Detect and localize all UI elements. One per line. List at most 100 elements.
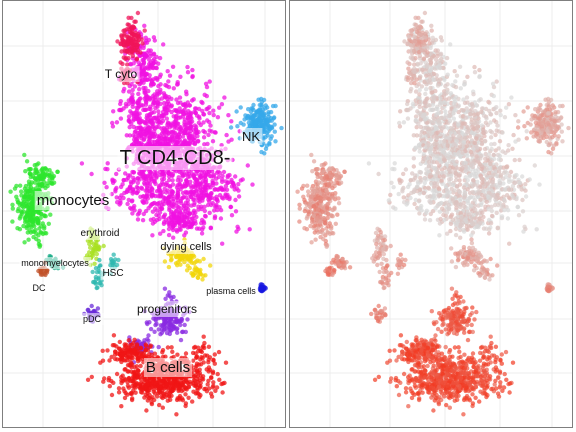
cell-point-t-dn <box>420 113 425 119</box>
cell-point-monocytes <box>28 167 33 172</box>
cell-point-t-cyto <box>115 39 120 44</box>
cell-point-t-dn <box>154 124 159 130</box>
cell-point-t-dn <box>178 227 183 232</box>
cell-point-t-cyto <box>128 29 133 35</box>
cell-point-t-dn <box>155 139 160 144</box>
cell-point-t-dn <box>445 72 450 77</box>
cell-point-t-dn <box>131 187 136 193</box>
cell-point-t-dn <box>145 181 151 186</box>
cell-point-t-dn <box>504 105 509 110</box>
cell-point-nk <box>246 107 251 112</box>
cell-point-t-dn <box>175 121 180 126</box>
cell-point-t-dn <box>227 172 232 178</box>
cell-point-t-dn <box>139 126 144 131</box>
cell-point-monocytes <box>40 166 45 171</box>
cell-point-t-dn <box>217 193 223 198</box>
cell-point-t-dn <box>435 130 440 135</box>
cell-point-b-cells <box>126 376 132 381</box>
cell-point-nk <box>269 134 274 139</box>
cell-point-t-cyto <box>125 62 130 67</box>
cell-point-t-dn <box>189 191 194 196</box>
cell-point-t-dn <box>151 65 156 71</box>
cell-point-b-cells <box>183 351 189 356</box>
cell-point-t-dn <box>150 209 156 214</box>
cell-point-t-dn <box>131 133 136 138</box>
cell-point-t-dn <box>188 111 194 117</box>
cell-point-monocytes <box>15 226 20 231</box>
cell-point-t-dn <box>240 177 245 182</box>
cell-point-t-dn <box>192 106 198 111</box>
cell-point-t-dn <box>135 180 140 186</box>
cell-point-t-dn <box>134 190 140 196</box>
cell-point-t-dn <box>234 229 239 234</box>
cell-point-t-dn <box>411 133 416 138</box>
cell-point-dying-cells <box>191 261 197 266</box>
cell-point-b-cells <box>175 352 180 357</box>
cell-point-t-dn <box>521 229 526 234</box>
cell-point-b-cells <box>184 377 189 382</box>
cell-point-t-dn <box>477 74 482 79</box>
cell-point-t-dn <box>110 120 115 126</box>
cell-point-b-cells <box>212 352 217 357</box>
cell-point-t-dn <box>494 210 499 216</box>
cell-point-t-dn <box>405 116 411 121</box>
cell-point-t-dn <box>453 84 459 90</box>
cell-point-t-dn <box>489 146 494 152</box>
cell-point-monocytes <box>33 209 38 215</box>
cell-point-t-dn <box>417 104 422 110</box>
cell-point-t-dn <box>79 161 85 166</box>
cluster-label-t-dn: T CD4-CD8- <box>120 147 231 169</box>
cell-point-t-dn <box>516 137 521 142</box>
cell-point-monocytes <box>25 224 30 229</box>
cell-point-b-cells <box>152 351 158 356</box>
cell-point-b-cells <box>102 376 107 381</box>
cell-point-t-dn <box>130 211 135 216</box>
cell-point-t-dn <box>486 99 491 105</box>
cell-point-t-dn <box>472 182 477 187</box>
cell-point-b-cells <box>220 390 225 395</box>
cell-point-t-dn <box>152 38 157 43</box>
cell-point-nk <box>251 102 256 108</box>
cell-point-t-dn <box>199 99 204 105</box>
cell-point-t-dn <box>214 181 219 186</box>
cell-point-t-dn <box>172 215 177 221</box>
cell-point-b-cells <box>133 390 138 395</box>
cell-point-t-dn <box>470 124 475 129</box>
cell-point-t-dn <box>151 96 156 101</box>
cell-point-monocytes <box>10 202 15 207</box>
cell-point-b-cells <box>123 343 128 349</box>
cell-point-t-dn <box>206 183 212 188</box>
cell-point-t-dn <box>202 213 208 219</box>
cell-point-t-dn <box>468 111 473 117</box>
cell-point-b-cells <box>186 395 191 400</box>
cell-point-t-dn <box>486 231 492 236</box>
cell-point-t-dn <box>131 205 136 211</box>
cell-point-t-dn <box>174 185 180 190</box>
cell-point-t-dn <box>465 125 471 130</box>
cell-point-erythroid <box>101 243 106 249</box>
cell-point-progenitors <box>175 330 180 335</box>
cell-point-t-dn <box>205 141 210 147</box>
cell-point-plasma-cells <box>258 287 265 294</box>
cell-point-t-dn <box>157 210 163 215</box>
cell-point-t-dn <box>471 178 476 183</box>
cell-point-t-dn <box>233 209 239 214</box>
cell-point-nk <box>266 110 271 115</box>
cell-point-t-dn <box>114 120 120 125</box>
cell-point-t-dn <box>499 214 505 219</box>
cell-point-t-dn <box>517 180 523 186</box>
cell-point-t-dn <box>193 210 198 215</box>
cell-point-t-dn <box>468 163 474 168</box>
cell-point-nk <box>259 111 265 116</box>
cell-point-monocytes <box>37 244 42 249</box>
cell-point-b-cells <box>122 377 128 383</box>
cell-point-monocytes <box>21 223 26 229</box>
cell-point-t-dn <box>405 101 410 107</box>
cell-point-t-dn <box>456 134 462 139</box>
cell-point-t-dn <box>172 130 178 136</box>
cell-point-nk <box>264 123 269 128</box>
cluster-label-monocytes: monocytes <box>37 192 110 209</box>
cell-point-t-dn <box>141 61 147 66</box>
cell-point-t-dn <box>169 129 174 135</box>
cell-point-t-dn <box>429 126 435 131</box>
